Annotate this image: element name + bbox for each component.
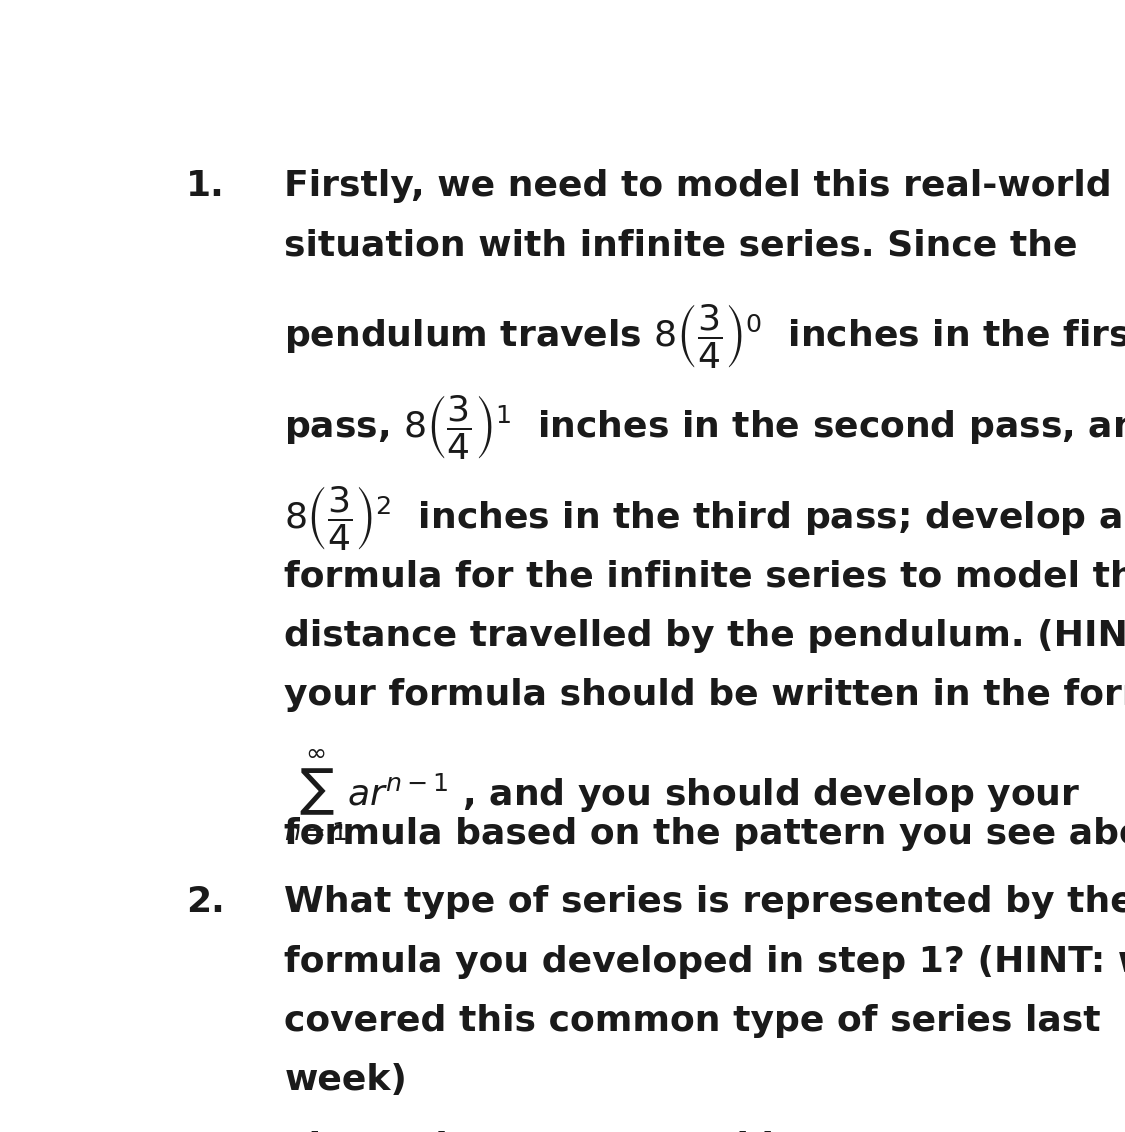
Text: situation with infinite series. Since the: situation with infinite series. Since th… — [285, 229, 1078, 263]
Text: covered this common type of series last: covered this common type of series last — [285, 1004, 1101, 1038]
Text: $8\left(\dfrac{3}{4}\right)^{2}$  inches in the third pass; develop a: $8\left(\dfrac{3}{4}\right)^{2}$ inches … — [285, 484, 1123, 552]
Text: 1.: 1. — [186, 169, 225, 203]
Text: $\sum_{n=1}^{\infty} ar^{n-1}$ , and you should develop your: $\sum_{n=1}^{\infty} ar^{n-1}$ , and you… — [285, 748, 1081, 843]
Text: distance travelled by the pendulum. (HINT:: distance travelled by the pendulum. (HIN… — [285, 619, 1125, 653]
Text: your formula should be written in the form: your formula should be written in the fo… — [285, 678, 1125, 712]
Text: week): week) — [285, 1063, 407, 1097]
Text: Firstly, we need to model this real-world: Firstly, we need to model this real-worl… — [285, 169, 1113, 203]
Text: pendulum travels $8\left(\dfrac{3}{4}\right)^{0}$  inches in the first: pendulum travels $8\left(\dfrac{3}{4}\ri… — [285, 303, 1125, 371]
Text: pass, $8\left(\dfrac{3}{4}\right)^{1}$  inches in the second pass, and: pass, $8\left(\dfrac{3}{4}\right)^{1}$ i… — [285, 394, 1125, 462]
Text: formula you developed in step 1? (HINT: we: formula you developed in step 1? (HINT: … — [285, 945, 1125, 979]
Text: What type of series is represented by the: What type of series is represented by th… — [285, 885, 1125, 919]
Text: formula for the infinite series to model the: formula for the infinite series to model… — [285, 559, 1125, 593]
Text: formula based on the pattern you see above): formula based on the pattern you see abo… — [285, 817, 1125, 851]
Text: 2.: 2. — [186, 885, 225, 919]
